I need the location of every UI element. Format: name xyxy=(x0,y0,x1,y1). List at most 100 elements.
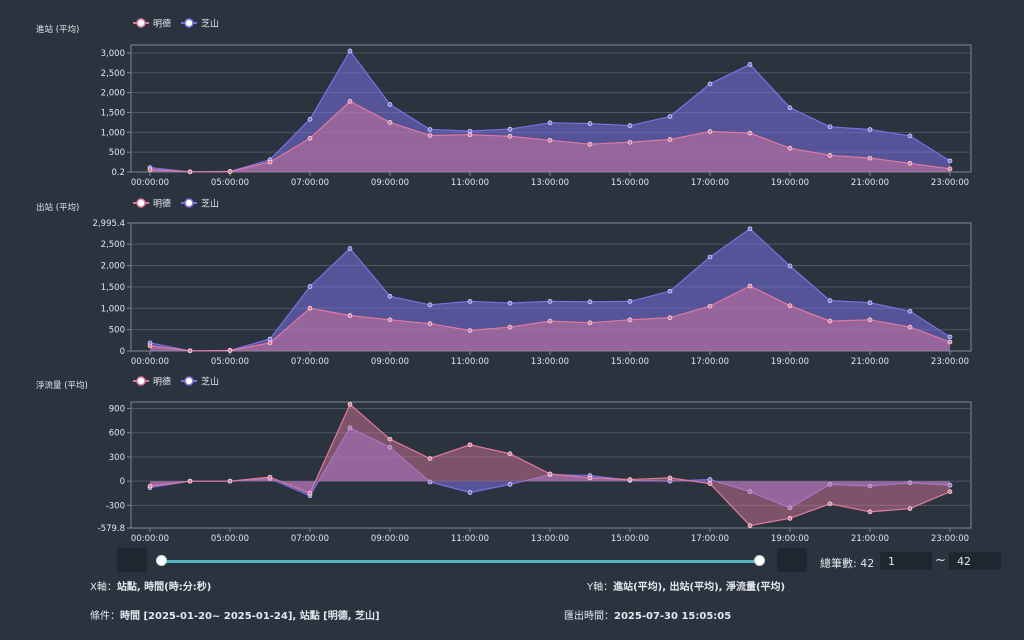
data-point xyxy=(307,135,313,141)
range-slider-track[interactable] xyxy=(161,560,759,563)
y-tick-label: -579.8 xyxy=(98,524,125,534)
y-tick-label: 2,500 xyxy=(101,69,125,79)
data-point xyxy=(827,124,833,130)
x-tick-label: 07:00:00 xyxy=(291,178,329,188)
data-point xyxy=(747,523,753,528)
data-point xyxy=(627,317,633,323)
data-point xyxy=(547,120,553,126)
data-point xyxy=(507,324,513,330)
series-area-明德 xyxy=(150,286,950,351)
y-tick-label: 2,500 xyxy=(101,240,125,250)
legend-swatch-marker xyxy=(184,18,194,28)
data-point xyxy=(267,336,273,342)
data-point xyxy=(867,155,873,161)
data-point xyxy=(787,516,793,521)
data-point xyxy=(267,474,273,480)
data-point xyxy=(707,81,713,87)
data-point xyxy=(827,318,833,324)
x-axis-info-value: 站點, 時間(時:分:秒) xyxy=(116,582,212,593)
y-tick-label: 1,000 xyxy=(101,128,125,138)
data-point xyxy=(427,133,433,138)
chart-title: 出站 (平均) xyxy=(36,202,79,213)
data-point xyxy=(427,127,433,132)
data-point xyxy=(387,436,393,442)
data-point xyxy=(587,299,593,305)
x-tick-label: 05:00:00 xyxy=(211,534,249,544)
data-point xyxy=(707,481,713,486)
x-tick-label: 21:00:00 xyxy=(851,178,889,188)
data-point xyxy=(387,444,393,450)
condition-info: 條件：時間 [2025-01-20~ 2025-01-24], 站點 [明德, … xyxy=(90,607,380,622)
y-tick-label: 300 xyxy=(109,453,125,463)
y-tick-label: 2,000 xyxy=(101,89,125,99)
y-tick-label: 500 xyxy=(109,326,125,336)
data-point xyxy=(947,489,953,494)
legend-swatch-marker xyxy=(184,198,194,208)
data-point xyxy=(387,317,393,323)
x-tick-label: 13:00:00 xyxy=(531,357,569,367)
data-point xyxy=(827,298,833,303)
range-slider-start-handle[interactable] xyxy=(156,555,167,566)
range-slider-end-handle[interactable] xyxy=(754,555,765,566)
total-count: 總筆數: 42 xyxy=(820,557,875,570)
data-point xyxy=(907,308,913,314)
data-point xyxy=(867,300,873,306)
x-tick-label: 07:00:00 xyxy=(291,357,329,367)
y-tick-label: 600 xyxy=(109,429,125,439)
data-point xyxy=(307,284,313,289)
condition-info-key: 條件： xyxy=(90,611,120,622)
x-tick-label: 19:00:00 xyxy=(771,357,809,367)
data-point xyxy=(787,505,793,511)
data-point xyxy=(427,302,433,308)
range-end-input[interactable] xyxy=(949,552,1001,570)
y-tick-label: 0.2 xyxy=(111,168,125,178)
data-point xyxy=(547,137,553,143)
x-tick-label: 23:00:00 xyxy=(931,178,969,188)
range-start-input[interactable] xyxy=(880,552,932,570)
y-tick-label: 2,000 xyxy=(101,262,125,272)
y-tick-label: 0 xyxy=(120,477,125,487)
range-prev-button[interactable] xyxy=(117,548,147,572)
chart-title: 進站 (平均) xyxy=(36,24,79,35)
x-tick-label: 00:00:00 xyxy=(131,357,169,367)
data-point xyxy=(427,479,433,485)
data-point xyxy=(667,475,673,481)
x-tick-label: 00:00:00 xyxy=(131,534,169,544)
chart-panel-2: 出站 (平均) 明德 芝山 0 500 1,000 1,500 2,000 2,500 2,995… xyxy=(36,198,972,367)
legend-label: 明德 xyxy=(153,376,171,388)
x-tick-label: 19:00:00 xyxy=(771,534,809,544)
data-point xyxy=(347,246,353,251)
data-point xyxy=(587,475,593,481)
y-tick-label: 3,000 xyxy=(101,49,125,59)
data-point xyxy=(867,483,873,489)
x-tick-label: 23:00:00 xyxy=(931,534,969,544)
x-tick-label: 15:00:00 xyxy=(611,534,649,544)
data-point xyxy=(947,482,953,488)
data-point xyxy=(347,425,353,431)
data-point xyxy=(627,477,633,482)
x-tick-label: 17:00:00 xyxy=(691,178,729,188)
data-point xyxy=(907,160,913,166)
legend-label: 芝山 xyxy=(201,18,219,30)
data-point xyxy=(187,348,193,354)
data-point xyxy=(707,254,713,260)
data-point xyxy=(747,130,753,136)
export-time-info: 匯出時間：2025-07-30 15:05:05 xyxy=(564,607,731,622)
x-tick-label: 07:00:00 xyxy=(291,534,329,544)
data-point xyxy=(827,501,833,507)
data-point xyxy=(507,300,513,306)
y-tick-label: 1,000 xyxy=(101,304,125,314)
x-tick-label: 21:00:00 xyxy=(851,534,889,544)
data-point xyxy=(507,482,513,487)
data-point xyxy=(587,121,593,126)
data-point xyxy=(547,318,553,324)
data-point xyxy=(147,167,153,172)
x-tick-label: 00:00:00 xyxy=(131,178,169,188)
range-next-button[interactable] xyxy=(777,548,807,572)
legend-label: 芝山 xyxy=(201,376,219,388)
y-tick-label: 1,500 xyxy=(101,108,125,118)
data-point xyxy=(947,334,953,340)
y-tick-label: 1,500 xyxy=(101,283,125,293)
y-tick-label: -300 xyxy=(106,501,125,511)
data-point xyxy=(227,169,233,174)
